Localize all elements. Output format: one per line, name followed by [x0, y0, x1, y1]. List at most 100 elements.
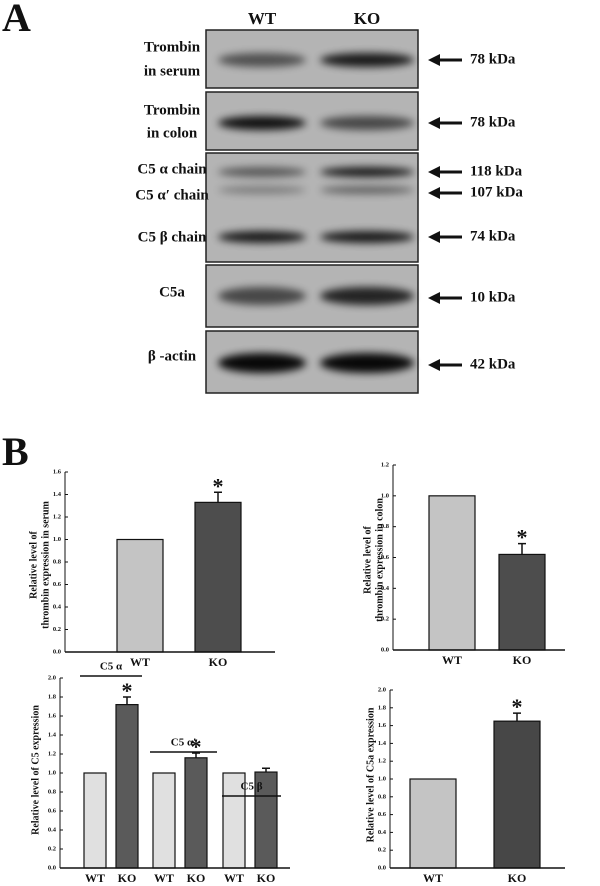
- x-tick-label: KO: [209, 655, 228, 669]
- y-tick-label: 1.0: [53, 536, 61, 543]
- blot-band: [218, 287, 306, 305]
- x-tick-label: WT: [154, 871, 174, 885]
- blot-label: C5a: [159, 284, 185, 300]
- group-label: C5 α′: [171, 737, 196, 749]
- size-marker: 78 kDa: [470, 114, 516, 130]
- column-header: WT: [248, 9, 277, 28]
- y-tick-label: 1.0: [378, 775, 386, 782]
- blot-label: C5 α′ chain: [135, 187, 209, 203]
- blot-band: [320, 353, 414, 373]
- arrow-head: [428, 231, 440, 243]
- y-tick-label: 0.2: [53, 626, 61, 633]
- y-axis-label: Relative level of: [362, 525, 373, 593]
- y-tick-label: 0.0: [48, 864, 56, 871]
- significance-mark: *: [213, 473, 224, 498]
- arrow-head: [428, 359, 440, 371]
- significance-mark: *: [517, 525, 528, 550]
- blot-band: [218, 231, 306, 243]
- blot-band: [320, 231, 414, 243]
- blot-band: [320, 186, 414, 194]
- y-tick-label: 1.2: [381, 461, 389, 468]
- panel-label: A: [2, 0, 31, 40]
- arrow-head: [428, 166, 440, 178]
- y-tick-label: 1.0: [48, 769, 56, 776]
- blot-band: [320, 167, 414, 177]
- arrow-head: [428, 117, 440, 129]
- significance-mark: *: [122, 678, 133, 703]
- bar: [194, 501, 242, 653]
- blot-label: C5 β chain: [138, 229, 207, 245]
- x-tick-label: KO: [508, 871, 527, 885]
- size-marker: 107 kDa: [470, 184, 523, 200]
- bar: [498, 553, 546, 651]
- y-tick-label: 0.2: [48, 845, 56, 852]
- significance-mark: *: [512, 694, 523, 719]
- x-tick-label: WT: [442, 653, 462, 667]
- blot-band: [320, 53, 414, 67]
- y-tick-label: 0.0: [378, 864, 386, 871]
- y-tick-label: 1.8: [48, 693, 57, 700]
- group-label: C5 α: [100, 661, 123, 673]
- blot-label: β -actin: [148, 348, 197, 364]
- x-tick-label: KO: [118, 871, 137, 885]
- blot-label: Trombin: [144, 39, 201, 55]
- blot-band: [218, 53, 306, 67]
- y-tick-label: 0.4: [48, 826, 57, 833]
- y-axis-label: Relative level of C5a expression: [365, 707, 376, 842]
- y-tick-label: 0.0: [53, 648, 61, 655]
- bar: [493, 720, 541, 869]
- size-marker: 78 kDa: [470, 51, 516, 67]
- group-label: C5 β: [241, 781, 263, 793]
- y-tick-label: 0.4: [53, 603, 62, 610]
- y-axis-label: thrombin expression in colon: [374, 498, 385, 622]
- y-tick-label: 0.2: [378, 847, 386, 854]
- y-tick-label: 0.2: [381, 616, 389, 623]
- size-marker: 10 kDa: [470, 289, 516, 305]
- y-tick-label: 2.0: [378, 686, 386, 693]
- y-tick-label: 0.4: [381, 585, 390, 592]
- blot-band: [218, 116, 306, 130]
- y-axis-label: Relative level of C5 expression: [30, 705, 41, 835]
- x-tick-label: WT: [423, 871, 443, 885]
- size-marker: 74 kDa: [470, 228, 516, 244]
- y-tick-label: 1.6: [48, 712, 57, 719]
- blot-label: in serum: [144, 63, 201, 79]
- y-tick-label: 0.6: [53, 581, 62, 588]
- blot-band: [320, 287, 414, 305]
- y-tick-label: 1.2: [378, 758, 386, 765]
- y-tick-label: 0.8: [378, 793, 387, 800]
- x-tick-label: KO: [513, 653, 532, 667]
- y-tick-label: 0.4: [378, 829, 387, 836]
- arrow-head: [428, 187, 440, 199]
- panel-label: B: [2, 429, 29, 474]
- size-marker: 118 kDa: [470, 163, 523, 179]
- y-tick-label: 0.8: [48, 788, 57, 795]
- y-axis-label: thrombin expression in serum: [40, 500, 51, 628]
- blot-band: [218, 167, 306, 177]
- blot-label: in colon: [147, 125, 198, 141]
- size-marker: 42 kDa: [470, 356, 516, 372]
- y-tick-label: 1.2: [53, 513, 61, 520]
- blot-label: C5 α chain: [137, 161, 207, 177]
- blot-band: [320, 116, 414, 130]
- x-tick-label: KO: [187, 871, 206, 885]
- bar: [83, 772, 107, 869]
- y-tick-label: 0.0: [381, 646, 389, 653]
- y-tick-label: 0.6: [48, 807, 57, 814]
- bar: [116, 538, 164, 653]
- y-tick-label: 0.8: [53, 558, 62, 565]
- blot-band: [218, 353, 306, 373]
- y-tick-label: 0.8: [381, 523, 390, 530]
- bar: [409, 778, 457, 869]
- column-header: KO: [354, 9, 380, 28]
- y-tick-label: 1.0: [381, 492, 389, 499]
- blot-label: Trombin: [144, 102, 201, 118]
- y-tick-label: 1.6: [53, 468, 62, 475]
- bar: [184, 757, 208, 869]
- y-tick-label: 1.4: [378, 740, 387, 747]
- bar: [115, 703, 139, 869]
- blot-band: [218, 186, 306, 194]
- arrow-head: [428, 292, 440, 304]
- x-tick-label: WT: [130, 655, 150, 669]
